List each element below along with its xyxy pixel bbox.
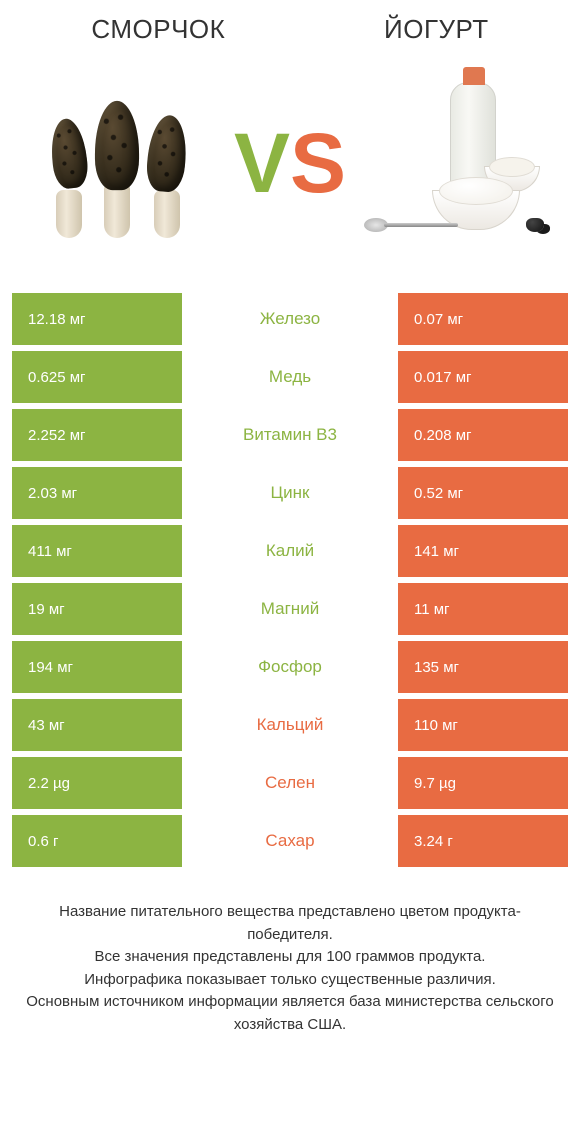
right-value-cell: 141 мг <box>398 525 568 577</box>
vs-v-letter: V <box>234 121 290 205</box>
table-row: 19 мгМагний11 мг <box>12 583 568 635</box>
left-value-cell: 0.6 г <box>12 815 182 867</box>
nutrient-label: Цинк <box>182 467 398 519</box>
right-value-cell: 135 мг <box>398 641 568 693</box>
left-value-cell: 43 мг <box>12 699 182 751</box>
left-value-cell: 0.625 мг <box>12 351 182 403</box>
nutrient-label: Кальций <box>182 699 398 751</box>
vs-s-letter: S <box>290 121 346 205</box>
table-row: 2.252 мгВитамин B30.208 мг <box>12 409 568 461</box>
nutrient-label: Железо <box>182 293 398 345</box>
table-row: 0.625 мгМедь0.017 мг <box>12 351 568 403</box>
footer-line: Название питательного вещества представл… <box>22 901 558 946</box>
right-product-image <box>368 78 538 248</box>
table-row: 194 мгФосфор135 мг <box>12 641 568 693</box>
left-value-cell: 2.252 мг <box>12 409 182 461</box>
right-value-cell: 0.017 мг <box>398 351 568 403</box>
nutrient-label: Витамин B3 <box>182 409 398 461</box>
right-value-cell: 11 мг <box>398 583 568 635</box>
footer-line: Все значения представлены для 100 граммо… <box>22 946 558 969</box>
right-value-cell: 110 мг <box>398 699 568 751</box>
right-title: Йогурт <box>384 14 489 45</box>
infographic-container: Сморчок Йогурт V S 12.18 мгЖелезо0.07 мг… <box>0 0 580 1050</box>
comparison-table: 12.18 мгЖелезо0.07 мг 0.625 мгМедь0.017 м… <box>12 293 568 867</box>
left-value-cell: 194 мг <box>12 641 182 693</box>
table-row: 411 мгКалий141 мг <box>12 525 568 577</box>
right-value-cell: 3.24 г <box>398 815 568 867</box>
right-value-cell: 0.52 мг <box>398 467 568 519</box>
left-title: Сморчок <box>91 14 225 45</box>
nutrient-label: Магний <box>182 583 398 635</box>
right-value-cell: 0.208 мг <box>398 409 568 461</box>
table-row: 0.6 гСахар3.24 г <box>12 815 568 867</box>
nutrient-label: Медь <box>182 351 398 403</box>
table-row: 43 мгКальций110 мг <box>12 699 568 751</box>
left-value-cell: 2.03 мг <box>12 467 182 519</box>
footer-line: Инфографика показывает только существенн… <box>22 969 558 992</box>
left-value-cell: 2.2 µg <box>12 757 182 809</box>
left-product-image <box>42 78 212 248</box>
nutrient-label: Фосфор <box>182 641 398 693</box>
table-row: 2.03 мгЦинк0.52 мг <box>12 467 568 519</box>
right-value-cell: 9.7 µg <box>398 757 568 809</box>
left-value-cell: 411 мг <box>12 525 182 577</box>
nutrient-label: Калий <box>182 525 398 577</box>
hero-row: V S <box>12 63 568 263</box>
table-row: 2.2 µgСелен9.7 µg <box>12 757 568 809</box>
left-value-cell: 12.18 мг <box>12 293 182 345</box>
nutrient-label: Сахар <box>182 815 398 867</box>
vs-label: V S <box>234 121 346 205</box>
footer-line: Основным источником информации является … <box>22 991 558 1036</box>
footer-notes: Название питательного вещества представл… <box>12 901 568 1036</box>
nutrient-label: Селен <box>182 757 398 809</box>
titles-row: Сморчок Йогурт <box>12 14 568 45</box>
right-value-cell: 0.07 мг <box>398 293 568 345</box>
table-row: 12.18 мгЖелезо0.07 мг <box>12 293 568 345</box>
left-value-cell: 19 мг <box>12 583 182 635</box>
